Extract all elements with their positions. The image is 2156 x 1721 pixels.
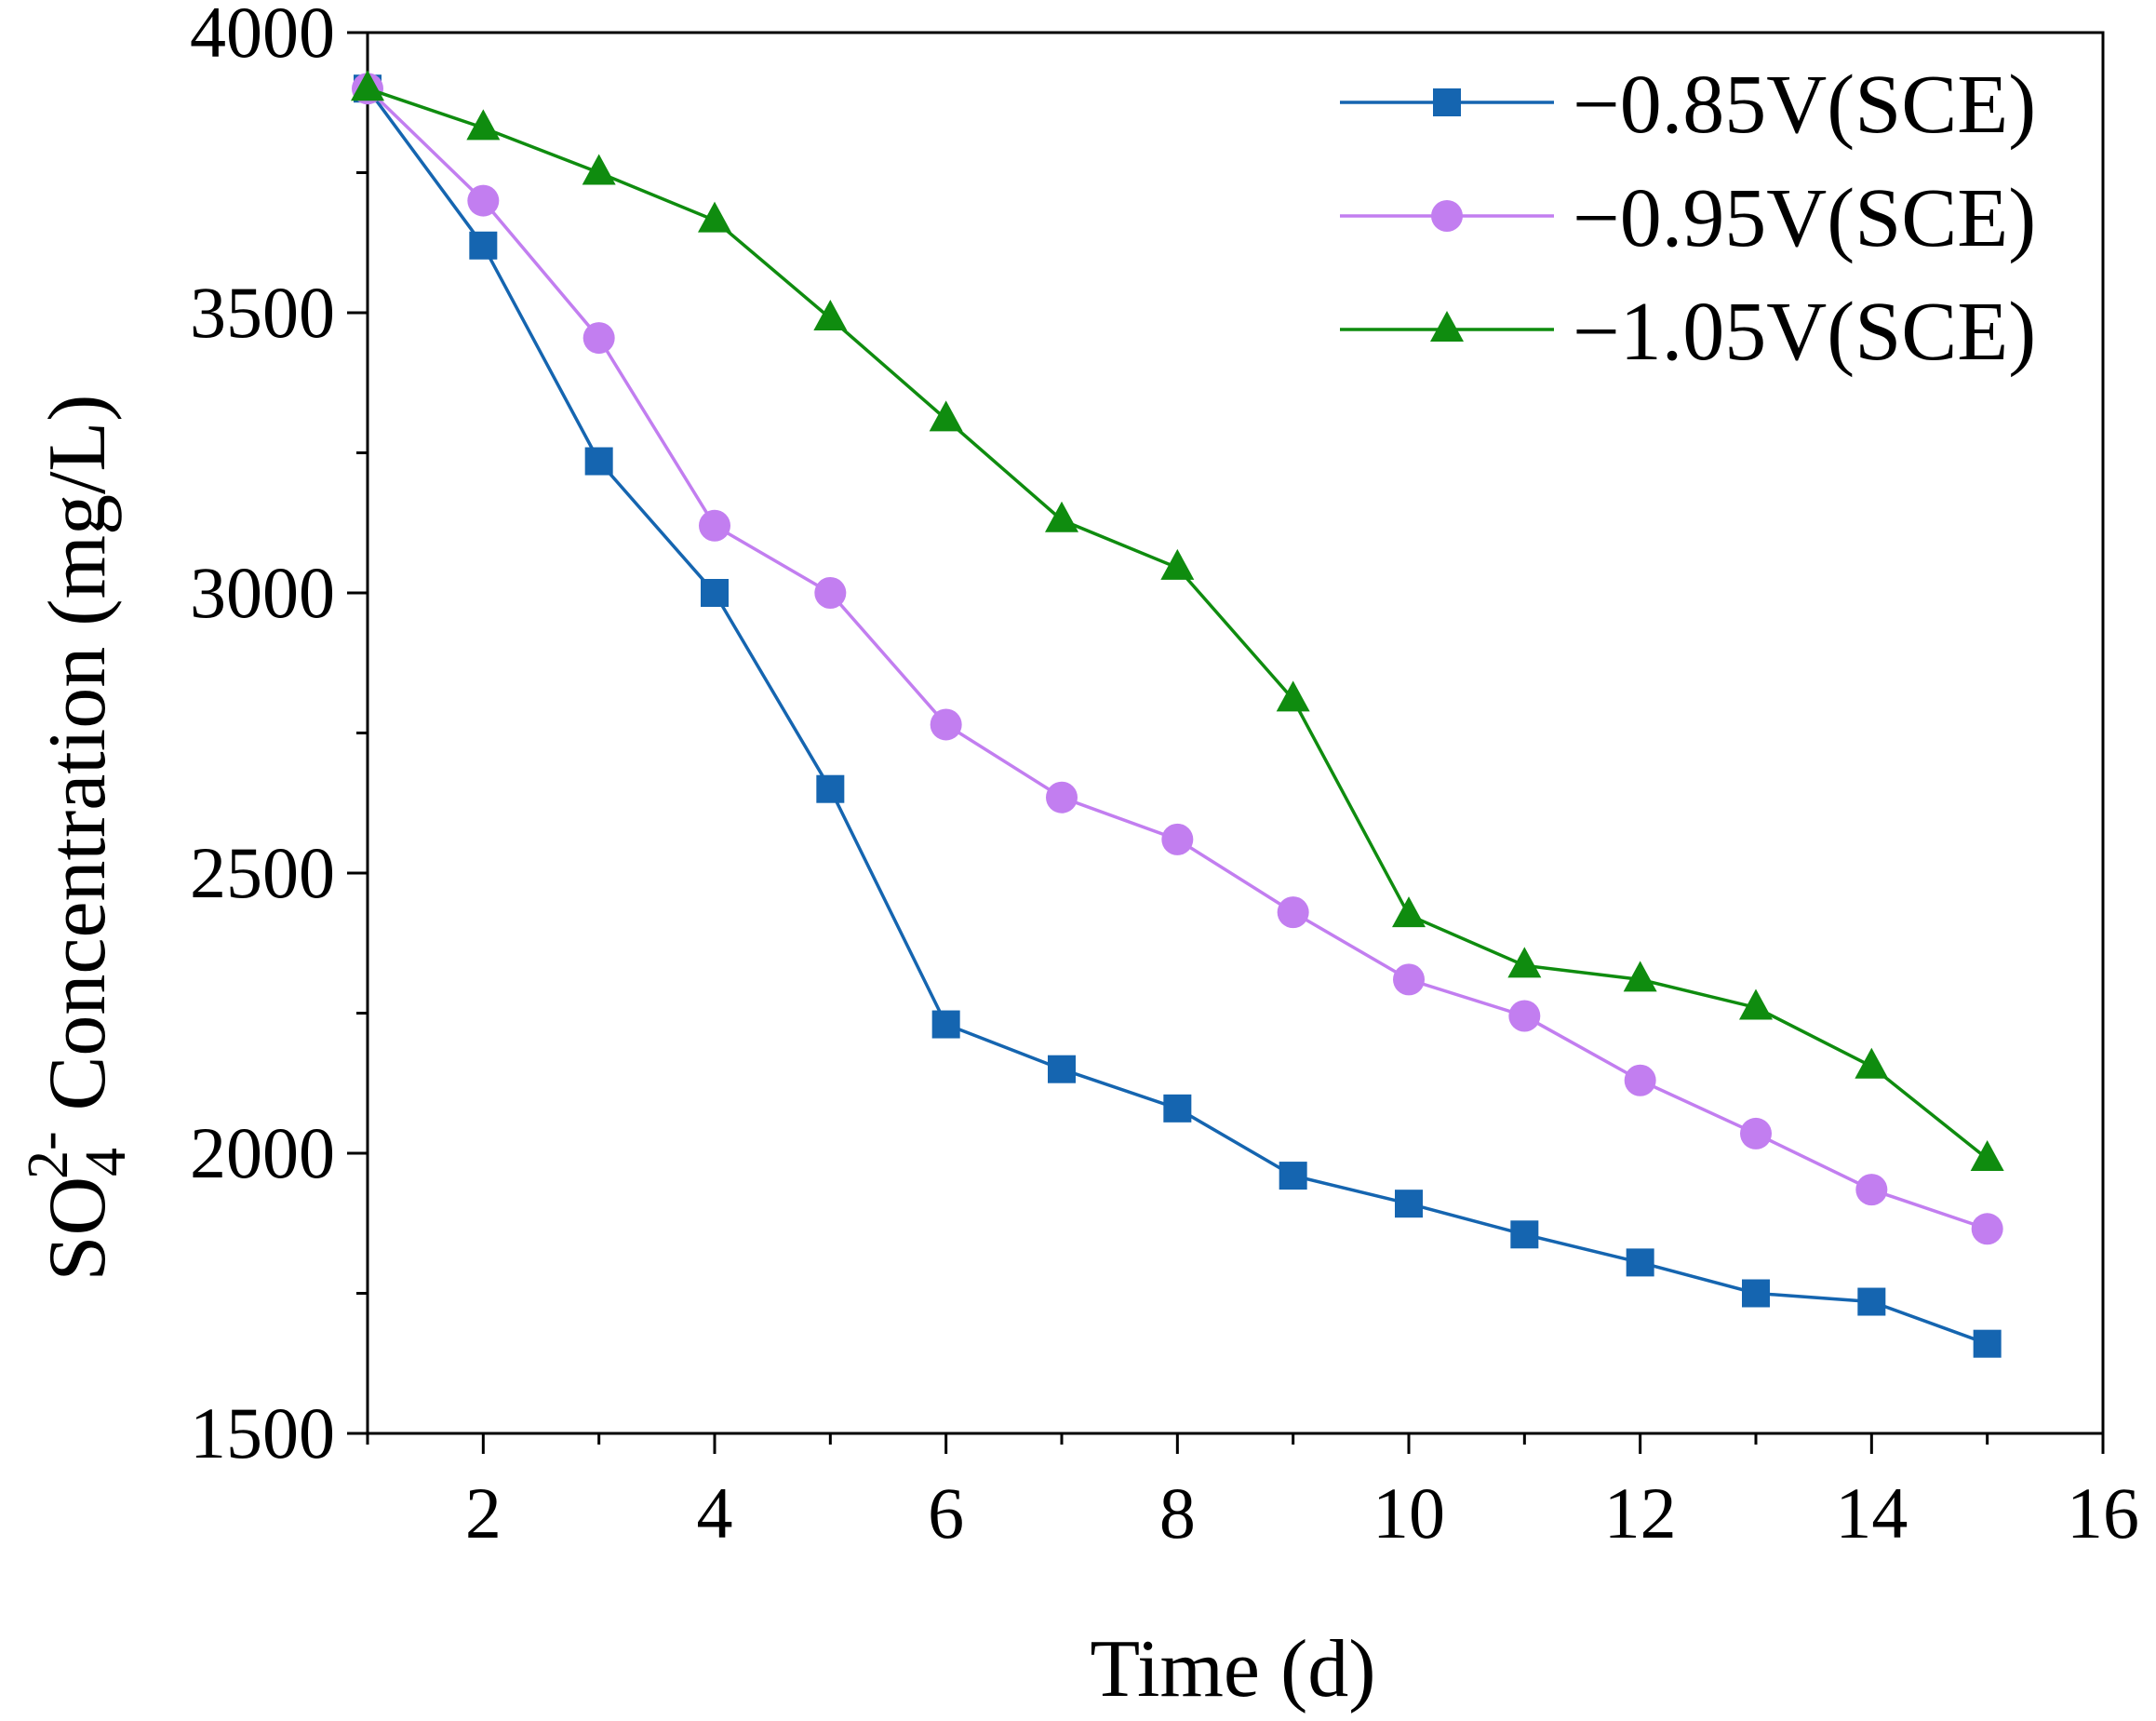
y-axis-title: SO42- Concentration (mg/L) xyxy=(17,395,138,1282)
data-point xyxy=(1973,1329,2002,1358)
data-point xyxy=(701,579,729,607)
data-point xyxy=(1277,896,1309,929)
x-tick-label: 2 xyxy=(465,1472,502,1553)
data-point xyxy=(1279,1162,1307,1190)
data-point xyxy=(1626,1248,1654,1277)
x-tick-label: 12 xyxy=(1604,1472,1677,1553)
series-3 xyxy=(351,70,2004,1172)
y-tick-label: 3500 xyxy=(190,272,335,353)
legend-marker xyxy=(1430,311,1464,342)
data-point xyxy=(1045,501,1078,532)
data-point xyxy=(814,577,847,609)
data-point xyxy=(467,184,500,217)
y-axis-title-subscript: 4 xyxy=(74,1148,138,1176)
data-point xyxy=(584,447,613,476)
x-axis-ticks: 2 4 6 8 10 12 14 16 xyxy=(366,1433,2139,1553)
data-point xyxy=(1163,1094,1192,1123)
data-point xyxy=(1160,548,1195,580)
y-tick-label: 3000 xyxy=(190,552,335,633)
legend-item-2: −0.95V(SCE) xyxy=(1340,172,2036,264)
data-point xyxy=(816,774,845,803)
data-point xyxy=(698,201,731,233)
y-axis-title-base: SO xyxy=(33,1176,123,1282)
y-tick-label: 2000 xyxy=(190,1112,335,1193)
data-point xyxy=(1623,961,1657,992)
series-1 xyxy=(354,74,2002,1358)
data-point xyxy=(1392,896,1426,928)
data-point xyxy=(1855,1047,1889,1079)
data-point xyxy=(1507,947,1542,978)
x-axis-title: Time (d) xyxy=(1090,1624,1375,1714)
data-point xyxy=(1046,781,1078,813)
legend-label: −0.95V(SCE) xyxy=(1573,172,2036,264)
data-point xyxy=(930,708,962,741)
svg-text:SO42- Concentration (mg/L): SO42- Concentration (mg/L) xyxy=(17,395,138,1282)
legend-item-3: −1.05V(SCE) xyxy=(1340,286,2036,378)
data-point xyxy=(1510,1220,1539,1249)
data-point xyxy=(1393,963,1425,996)
y-axis-title-superscript: 2- xyxy=(17,1131,80,1179)
data-point xyxy=(929,400,963,432)
x-tick-label: 8 xyxy=(1159,1472,1196,1553)
data-point xyxy=(1048,1055,1076,1083)
data-point xyxy=(1971,1213,2003,1245)
y-tick-label: 4000 xyxy=(190,0,335,73)
legend-label: −0.85V(SCE) xyxy=(1573,59,2036,151)
series-line xyxy=(366,87,1989,1346)
data-point xyxy=(1276,680,1310,712)
data-point xyxy=(1624,1064,1656,1096)
data-point xyxy=(1508,1000,1541,1032)
data-point xyxy=(699,509,730,542)
data-point xyxy=(931,1010,960,1039)
x-tick-label: 14 xyxy=(1835,1472,1908,1553)
data-point xyxy=(1739,988,1773,1020)
y-axis-ticks: 1500 2000 2500 3000 3500 4000 xyxy=(190,0,368,1473)
y-tick-label: 2500 xyxy=(190,832,335,913)
legend: −0.85V(SCE) −0.95V(SCE) −1.05V(SCE) xyxy=(1340,59,2036,378)
legend-marker xyxy=(1433,88,1461,116)
data-point xyxy=(466,109,501,141)
data-point xyxy=(1855,1174,1888,1206)
data-point xyxy=(1395,1190,1423,1218)
data-point xyxy=(582,154,616,185)
y-tick-label: 1500 xyxy=(190,1392,335,1473)
data-point xyxy=(469,231,498,260)
legend-marker xyxy=(1431,200,1463,232)
data-point xyxy=(1161,823,1194,855)
x-tick-label: 6 xyxy=(928,1472,964,1553)
series-layer xyxy=(351,70,2004,1358)
data-point xyxy=(351,70,384,101)
x-tick-label: 16 xyxy=(2067,1472,2139,1553)
x-tick-label: 10 xyxy=(1373,1472,1445,1553)
data-point xyxy=(813,300,848,331)
data-point xyxy=(1740,1117,1772,1150)
data-point xyxy=(1742,1279,1770,1308)
x-tick-label: 4 xyxy=(697,1472,733,1553)
data-point xyxy=(1857,1287,1886,1316)
data-point xyxy=(1970,1140,2004,1172)
data-point xyxy=(583,322,615,355)
legend-label: −1.05V(SCE) xyxy=(1573,286,2036,378)
y-axis-title-rest: Concentration (mg/L) xyxy=(33,395,123,1132)
legend-item-1: −0.85V(SCE) xyxy=(1340,59,2036,151)
